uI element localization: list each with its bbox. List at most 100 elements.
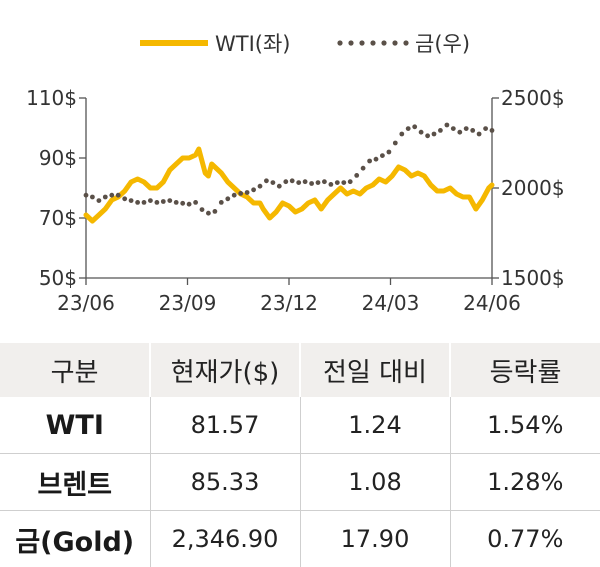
series-gold-dots	[84, 123, 495, 216]
series-wti-line	[86, 149, 492, 221]
gold-point	[109, 193, 114, 198]
gold-point	[348, 179, 353, 184]
gold-point	[341, 180, 346, 185]
table-row: WTI 81.57 1.24 1.54%	[0, 397, 600, 454]
gold-point	[277, 184, 282, 189]
gold-point	[335, 180, 340, 185]
y-left-tick-label: 50$	[39, 266, 77, 290]
header-change: 전일 대비	[300, 343, 450, 397]
cell-change: 1.08	[300, 454, 450, 511]
gold-point	[425, 133, 430, 138]
gold-point	[129, 198, 134, 203]
gold-point	[180, 201, 185, 206]
chart-legend: WTI(좌) 금(우)	[140, 32, 470, 56]
gold-point	[174, 200, 179, 205]
y-right-tick-label: 2500$	[501, 86, 565, 110]
gold-point	[271, 180, 276, 185]
row-label: 금(Gold)	[0, 511, 150, 567]
gold-point	[193, 200, 198, 205]
gold-point	[329, 182, 334, 187]
x-tick-label: 23/09	[159, 291, 217, 315]
gold-point	[470, 128, 475, 133]
gold-point	[438, 128, 443, 133]
table-row: 브렌트 85.33 1.08 1.28%	[0, 454, 600, 511]
gold-point	[232, 193, 237, 198]
gold-point	[361, 166, 366, 171]
legend-wti-label: WTI(좌)	[215, 32, 291, 56]
cell-change-rate: 1.54%	[450, 397, 600, 454]
gold-point	[116, 193, 121, 198]
price-chart: WTI(좌) 금(우) 110$ 90$ 70$ 50$ 2500$ 2000$ 1500$…	[0, 0, 600, 335]
gold-point	[451, 126, 456, 131]
header-category: 구분	[0, 343, 150, 397]
y-left-tick-label: 90$	[39, 146, 77, 170]
gold-point	[432, 132, 437, 137]
gold-point	[225, 196, 230, 201]
gold-point	[380, 153, 385, 158]
gold-point	[387, 150, 392, 155]
gold-point	[296, 180, 301, 185]
gold-point	[187, 202, 192, 207]
gold-point	[309, 181, 314, 186]
gold-point	[445, 123, 450, 128]
header-current-price: 현재가($)	[150, 343, 300, 397]
gold-point	[406, 126, 411, 131]
row-label: 브렌트	[0, 454, 150, 511]
y-right-tick-label: 1500$	[501, 266, 565, 290]
wti-line	[86, 149, 492, 221]
gold-point	[457, 130, 462, 135]
gold-point	[97, 198, 102, 203]
gold-point	[84, 193, 89, 198]
gold-point	[393, 141, 398, 146]
gold-point	[148, 198, 153, 203]
cell-change-rate: 0.77%	[450, 511, 600, 567]
row-label: WTI	[0, 397, 150, 454]
gold-point	[322, 179, 327, 184]
cell-current-price: 81.57	[150, 397, 300, 454]
gold-point	[290, 178, 295, 183]
gold-point	[367, 159, 372, 164]
header-change-rate: 등락률	[450, 343, 600, 397]
gold-point	[283, 179, 288, 184]
gold-point	[490, 128, 495, 133]
gold-point	[219, 200, 224, 205]
gold-point	[200, 207, 205, 212]
gold-point	[103, 195, 108, 200]
legend-gold-swatch	[337, 40, 408, 45]
gold-point	[251, 187, 256, 192]
gold-point	[90, 195, 95, 200]
gold-point	[354, 173, 359, 178]
gold-point	[213, 209, 218, 214]
gold-point	[374, 157, 379, 162]
gold-point	[142, 200, 147, 205]
gold-point	[419, 130, 424, 135]
gold-point	[206, 211, 211, 216]
x-tick-label: 23/12	[260, 291, 318, 315]
gold-point	[303, 179, 308, 184]
gold-point	[464, 126, 469, 131]
cell-change: 1.24	[300, 397, 450, 454]
gold-point	[258, 184, 263, 189]
price-table: 구분 현재가($) 전일 대비 등락률 WTI 81.57 1.24 1.54%…	[0, 343, 600, 567]
x-tick-label: 23/06	[57, 291, 115, 315]
gold-point	[155, 200, 160, 205]
gold-point	[316, 180, 321, 185]
y-left-tick-label: 110$	[26, 86, 77, 110]
gold-point	[399, 132, 404, 137]
cell-change: 17.90	[300, 511, 450, 567]
cell-current-price: 2,346.90	[150, 511, 300, 567]
gold-point	[412, 124, 417, 129]
gold-point	[264, 178, 269, 183]
gold-point	[122, 196, 127, 201]
cell-current-price: 85.33	[150, 454, 300, 511]
y-right-tick-label: 2000$	[501, 176, 565, 200]
x-tick-label: 24/03	[362, 291, 420, 315]
y-left-tick-label: 70$	[39, 206, 77, 230]
x-tick-label: 24/06	[463, 291, 521, 315]
gold-point	[161, 199, 166, 204]
table-header-row: 구분 현재가($) 전일 대비 등락률	[0, 343, 600, 397]
legend-gold-label: 금(우)	[415, 32, 470, 56]
gold-point	[135, 200, 140, 205]
cell-change-rate: 1.28%	[450, 454, 600, 511]
gold-point	[167, 198, 172, 203]
